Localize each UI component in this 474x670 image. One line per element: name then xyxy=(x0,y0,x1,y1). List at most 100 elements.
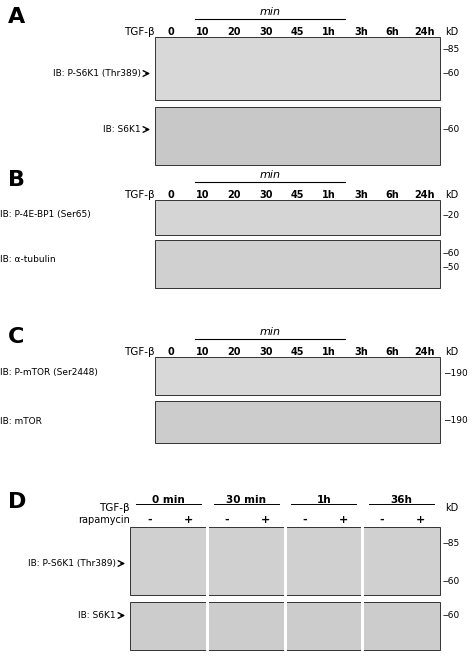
FancyBboxPatch shape xyxy=(347,249,374,259)
FancyBboxPatch shape xyxy=(250,578,281,586)
FancyBboxPatch shape xyxy=(158,369,184,377)
FancyBboxPatch shape xyxy=(411,147,437,155)
Text: 24h: 24h xyxy=(414,190,434,200)
Text: C: C xyxy=(8,327,24,347)
FancyBboxPatch shape xyxy=(316,249,343,259)
FancyBboxPatch shape xyxy=(249,537,282,549)
FancyBboxPatch shape xyxy=(252,249,279,259)
FancyBboxPatch shape xyxy=(211,559,243,569)
FancyBboxPatch shape xyxy=(157,249,184,259)
Bar xyxy=(155,401,440,443)
FancyBboxPatch shape xyxy=(328,634,358,641)
FancyBboxPatch shape xyxy=(412,212,436,218)
FancyBboxPatch shape xyxy=(284,44,310,56)
FancyBboxPatch shape xyxy=(348,68,373,78)
Text: ‒60: ‒60 xyxy=(443,249,460,258)
Text: TGF-β: TGF-β xyxy=(124,27,155,37)
FancyBboxPatch shape xyxy=(411,115,437,123)
Text: −190: −190 xyxy=(443,369,468,377)
FancyBboxPatch shape xyxy=(379,249,406,259)
FancyBboxPatch shape xyxy=(284,415,311,425)
FancyBboxPatch shape xyxy=(316,369,342,377)
FancyBboxPatch shape xyxy=(134,624,165,632)
FancyBboxPatch shape xyxy=(328,624,359,632)
FancyBboxPatch shape xyxy=(405,624,436,632)
FancyBboxPatch shape xyxy=(221,249,247,259)
FancyBboxPatch shape xyxy=(189,44,216,56)
FancyBboxPatch shape xyxy=(190,369,215,377)
FancyBboxPatch shape xyxy=(411,125,437,133)
FancyBboxPatch shape xyxy=(404,611,437,620)
Text: kD: kD xyxy=(445,190,458,200)
Text: -: - xyxy=(302,515,307,525)
Text: 1h: 1h xyxy=(322,190,336,200)
Text: 3h: 3h xyxy=(354,347,368,357)
FancyBboxPatch shape xyxy=(172,537,204,549)
FancyBboxPatch shape xyxy=(253,147,279,155)
Text: 24h: 24h xyxy=(414,27,434,37)
FancyBboxPatch shape xyxy=(221,369,247,377)
FancyBboxPatch shape xyxy=(210,537,243,549)
Bar xyxy=(130,527,440,595)
FancyBboxPatch shape xyxy=(347,415,374,425)
FancyBboxPatch shape xyxy=(189,249,216,259)
FancyBboxPatch shape xyxy=(348,369,374,377)
FancyBboxPatch shape xyxy=(289,634,319,641)
Text: ‒60: ‒60 xyxy=(443,578,460,586)
FancyBboxPatch shape xyxy=(190,125,215,133)
Text: 20: 20 xyxy=(228,347,241,357)
Text: 20: 20 xyxy=(228,190,241,200)
FancyBboxPatch shape xyxy=(410,249,438,259)
FancyBboxPatch shape xyxy=(133,611,166,620)
FancyBboxPatch shape xyxy=(366,559,398,569)
FancyBboxPatch shape xyxy=(284,249,311,259)
Text: 30: 30 xyxy=(259,190,273,200)
Text: 1h: 1h xyxy=(317,495,331,505)
Text: 1h: 1h xyxy=(322,27,336,37)
Text: +: + xyxy=(183,515,193,525)
FancyBboxPatch shape xyxy=(411,44,438,56)
FancyBboxPatch shape xyxy=(254,212,277,218)
Text: 30 min: 30 min xyxy=(226,495,266,505)
FancyBboxPatch shape xyxy=(134,578,165,586)
FancyBboxPatch shape xyxy=(221,415,247,425)
FancyBboxPatch shape xyxy=(379,415,406,425)
Text: IB: mTOR: IB: mTOR xyxy=(0,417,42,425)
FancyBboxPatch shape xyxy=(289,578,320,586)
FancyBboxPatch shape xyxy=(367,634,397,641)
FancyBboxPatch shape xyxy=(158,115,184,123)
FancyBboxPatch shape xyxy=(158,68,183,78)
Text: ‒60: ‒60 xyxy=(443,69,460,78)
FancyBboxPatch shape xyxy=(173,578,204,586)
FancyBboxPatch shape xyxy=(157,415,184,425)
FancyBboxPatch shape xyxy=(189,415,216,425)
Text: -: - xyxy=(147,515,152,525)
FancyBboxPatch shape xyxy=(158,147,184,155)
FancyBboxPatch shape xyxy=(212,634,242,641)
Text: min: min xyxy=(259,170,281,180)
FancyBboxPatch shape xyxy=(318,212,341,218)
FancyBboxPatch shape xyxy=(316,135,342,143)
Text: 20: 20 xyxy=(228,27,241,37)
FancyBboxPatch shape xyxy=(211,578,243,586)
FancyBboxPatch shape xyxy=(366,578,398,586)
Text: A: A xyxy=(8,7,25,27)
Text: 24h: 24h xyxy=(414,347,434,357)
FancyBboxPatch shape xyxy=(134,559,165,569)
Text: +: + xyxy=(261,515,270,525)
Text: IB: S6K1: IB: S6K1 xyxy=(103,125,141,134)
Text: +: + xyxy=(338,515,348,525)
FancyBboxPatch shape xyxy=(380,115,405,123)
FancyBboxPatch shape xyxy=(221,125,247,133)
FancyBboxPatch shape xyxy=(158,44,184,56)
FancyBboxPatch shape xyxy=(253,44,279,56)
FancyBboxPatch shape xyxy=(412,68,437,78)
FancyBboxPatch shape xyxy=(411,135,437,143)
FancyBboxPatch shape xyxy=(288,611,321,620)
FancyBboxPatch shape xyxy=(288,537,321,549)
FancyBboxPatch shape xyxy=(172,611,204,620)
Text: 0: 0 xyxy=(167,190,174,200)
FancyBboxPatch shape xyxy=(348,115,374,123)
Text: 36h: 36h xyxy=(390,495,412,505)
FancyBboxPatch shape xyxy=(173,624,204,632)
